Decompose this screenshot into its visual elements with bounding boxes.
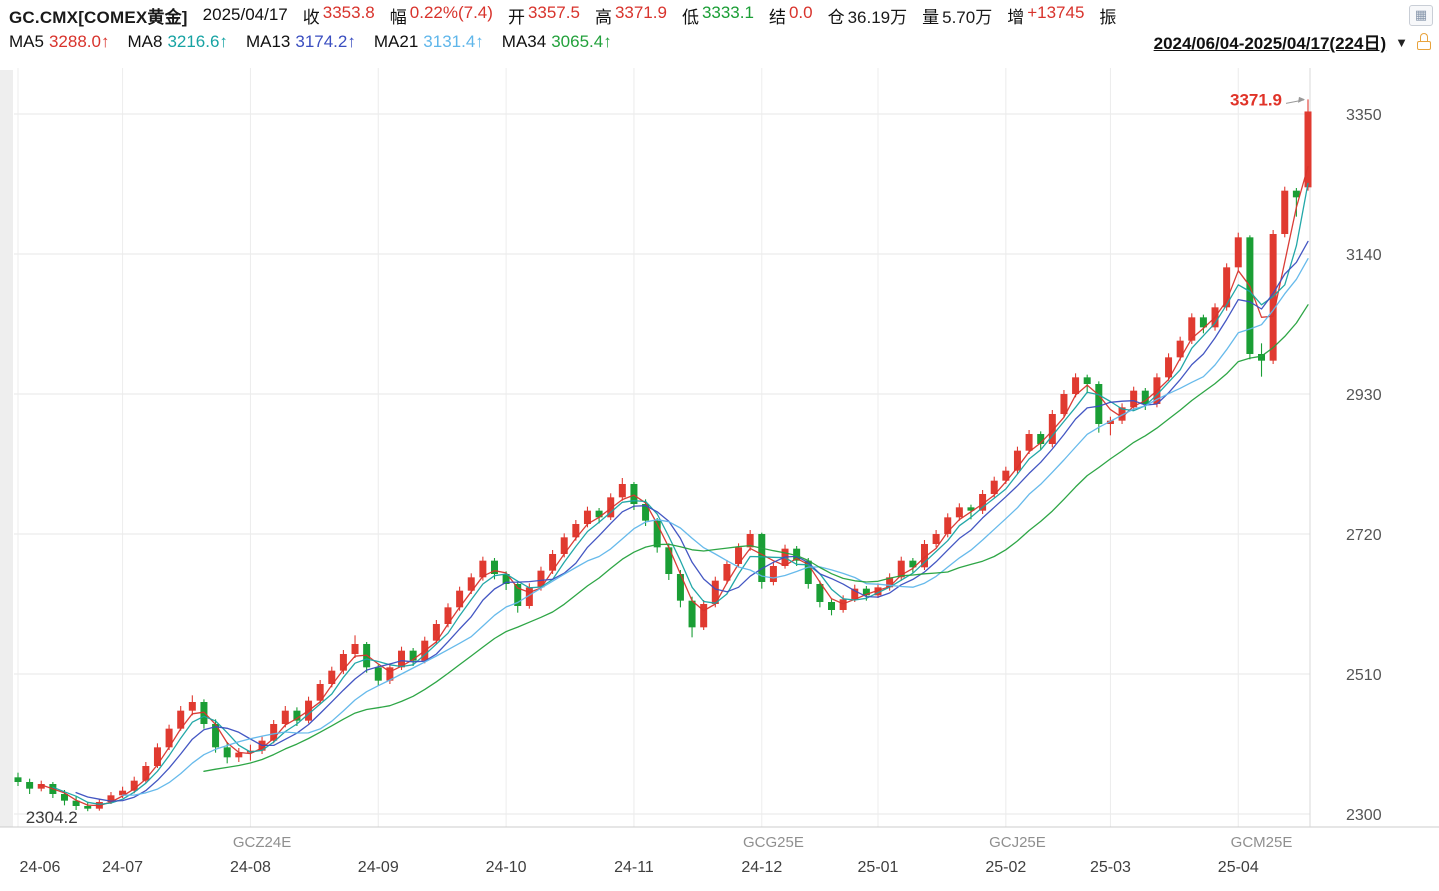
ma-legend-ma21: MA21 3131.4↑ — [373, 31, 484, 51]
svg-text:24-11: 24-11 — [614, 859, 654, 876]
svg-text:25-04: 25-04 — [1218, 859, 1259, 876]
svg-text:2300: 2300 — [1346, 807, 1382, 824]
svg-text:3140: 3140 — [1346, 247, 1382, 264]
svg-text:3371.9: 3371.9 — [1230, 90, 1282, 109]
svg-text:2930: 2930 — [1346, 387, 1382, 404]
svg-text:24-09: 24-09 — [358, 859, 399, 876]
ma-header: MA5 3288.0↑ MA8 3216.6↑ MA13 3174.2↑ MA21 3131.… — [0, 27, 1439, 56]
quote-field-增: 增 +13745 — [1007, 2, 1085, 27]
quote-field-收: 收 3353.8 — [302, 2, 375, 27]
svg-text:25-03: 25-03 — [1090, 859, 1131, 876]
grid-layer — [0, 68, 1439, 828]
lock-shackle — [1420, 33, 1428, 41]
quote-field-高: 高 3371.9 — [594, 2, 667, 27]
svg-text:GCZ24E: GCZ24E — [233, 834, 291, 851]
svg-text:25-02: 25-02 — [985, 859, 1026, 876]
candlestick-chart[interactable]: 3350 3140 2930 2720 2510 2300 24-06 24-07 24-08 2… — [0, 56, 1439, 891]
quote-field-振: 振 — [1099, 7, 1117, 27]
svg-text:24-06: 24-06 — [20, 859, 61, 876]
quote-date: 2025/04/17 — [202, 5, 288, 24]
quote-field-幅: 幅 0.22%(7.4) — [389, 2, 493, 27]
range-cluster: 2024/06/04-2025/04/17(224日) ▼ — [1154, 29, 1431, 54]
ma-legend-ma8: MA8 3216.6↑ — [127, 31, 228, 51]
date-range-selector[interactable]: 2024/06/04-2025/04/17(224日) — [1153, 34, 1387, 53]
ma-legend-ma5: MA5 3288.0↑ — [9, 31, 110, 51]
candles-layer — [14, 99, 1312, 812]
svg-text:24-07: 24-07 — [102, 859, 143, 876]
svg-text:24-12: 24-12 — [741, 859, 782, 876]
svg-text:GCM25E: GCM25E — [1231, 834, 1293, 851]
quote-field-开: 开 3357.5 — [507, 2, 580, 27]
lock-body — [1417, 41, 1431, 50]
svg-text:3350: 3350 — [1346, 107, 1382, 124]
axis-labels-layer: 3350 3140 2930 2720 2510 2300 24-06 24-07 24-08 2… — [20, 107, 1382, 876]
annotations-layer: 3371.9 2304.2 — [26, 90, 1305, 827]
symbol-name: GC.CMX[COMEX黄金] — [9, 7, 188, 27]
quote-fields: 收 3353.8 幅 0.22%(7.4) 开 3357.5 高 3371.9 低 3333.1 结… — [303, 3, 1120, 28]
ma-list: MA5 3288.0↑ MA8 3216.6↑ MA13 3174.2↑ MA21 3131.… — [9, 32, 612, 52]
window-icon[interactable]: ▦ — [1409, 4, 1433, 26]
quote-field-结: 结 0.0 — [768, 2, 813, 27]
svg-text:GCJ25E: GCJ25E — [989, 834, 1046, 851]
lock-icon[interactable] — [1417, 33, 1431, 50]
svg-text:24-10: 24-10 — [486, 859, 527, 876]
quote-field-仓: 仓 36.19万 — [827, 7, 908, 27]
quote-field-低: 低 3333.1 — [681, 2, 754, 27]
svg-text:25-01: 25-01 — [858, 859, 899, 876]
quote-header: GC.CMX[COMEX黄金] 2025/04/17 收 3353.8 幅 0.22%… — [0, 0, 1439, 27]
svg-text:2720: 2720 — [1346, 527, 1382, 544]
chevron-down-icon[interactable]: ▼ — [1395, 35, 1408, 50]
ma-legend-ma13: MA13 3174.2↑ — [245, 31, 356, 51]
svg-text:2304.2: 2304.2 — [26, 808, 78, 827]
svg-text:2510: 2510 — [1346, 667, 1382, 684]
quote-field-量: 量 5.70万 — [922, 7, 993, 27]
ma-legend-ma34: MA34 3065.4↑ — [501, 31, 612, 51]
ma-lines-layer — [40, 165, 1309, 807]
svg-text:GCG25E: GCG25E — [743, 834, 804, 851]
svg-text:24-08: 24-08 — [230, 859, 271, 876]
